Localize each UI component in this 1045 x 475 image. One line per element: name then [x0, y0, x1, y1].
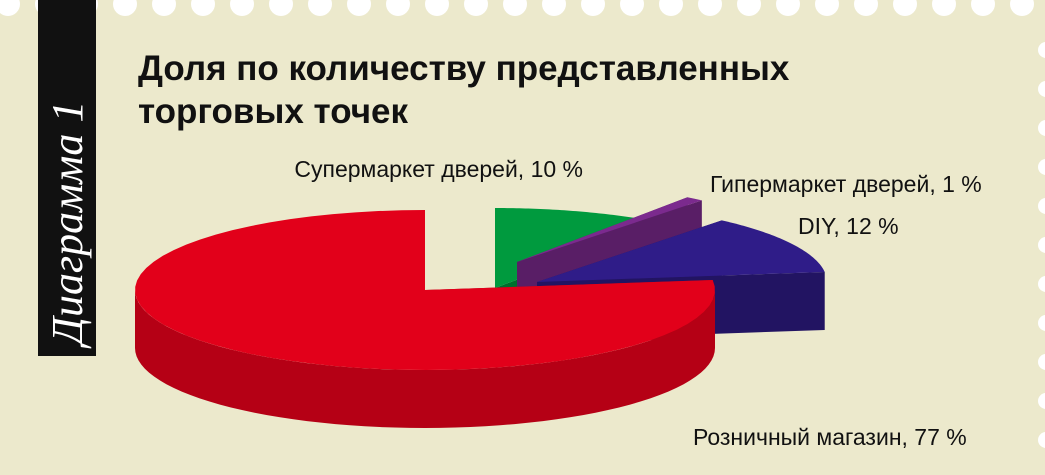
- perforation-hole: [1038, 42, 1045, 58]
- perforation-hole: [1038, 159, 1045, 175]
- perforation-hole: [464, 0, 488, 16]
- perforation-hole: [1010, 0, 1034, 16]
- perforation-hole: [503, 0, 527, 16]
- perforation-hole: [191, 0, 215, 16]
- perforation-hole: [932, 0, 956, 16]
- side-bar: [38, 0, 96, 356]
- data-label: Супермаркет дверей, 10 %: [294, 156, 583, 182]
- data-label: Розничный магазин, 77 %: [693, 424, 967, 450]
- perforation-hole: [776, 0, 800, 16]
- data-label: Гипермаркет дверей, 1 %: [710, 171, 982, 197]
- slice-wall: [135, 290, 715, 428]
- perforation-hole: [347, 0, 371, 16]
- perforation-hole: [425, 0, 449, 16]
- chart-title: торговых точек: [138, 92, 409, 131]
- perforation-hole: [1038, 120, 1045, 136]
- perforation-hole: [1038, 354, 1045, 370]
- perforation-hole: [1038, 81, 1045, 97]
- perforation-hole: [971, 0, 995, 16]
- slice: [517, 197, 702, 262]
- perforation-hole: [0, 0, 20, 16]
- perforation-hole: [269, 0, 293, 16]
- perforation-hole: [230, 0, 254, 16]
- perforation-hole: [386, 0, 410, 16]
- pie: [135, 197, 825, 428]
- perforation-hole: [113, 0, 137, 16]
- perforation-hole: [815, 0, 839, 16]
- perforation-hole: [542, 0, 566, 16]
- perforation-hole: [854, 0, 878, 16]
- slice: [537, 220, 825, 282]
- perforation-hole: [659, 0, 683, 16]
- perforation-hole: [698, 0, 722, 16]
- perforation-hole: [308, 0, 332, 16]
- side-label: Диаграмма 1: [43, 101, 92, 349]
- slice: [135, 210, 715, 370]
- perforation-hole: [620, 0, 644, 16]
- perforation-hole: [1038, 198, 1045, 214]
- perforation-hole: [893, 0, 917, 16]
- perforation-hole: [1038, 276, 1045, 292]
- data-label: DIY, 12 %: [798, 213, 899, 239]
- chart-title: Доля по количеству представленных: [138, 49, 790, 88]
- perforation-hole: [1038, 315, 1045, 331]
- perforation-hole: [1038, 237, 1045, 253]
- perforation-hole: [737, 0, 761, 16]
- perforation-hole: [1038, 393, 1045, 409]
- perforation-hole: [152, 0, 176, 16]
- perforation-hole: [581, 0, 605, 16]
- perforation-hole: [1038, 432, 1045, 448]
